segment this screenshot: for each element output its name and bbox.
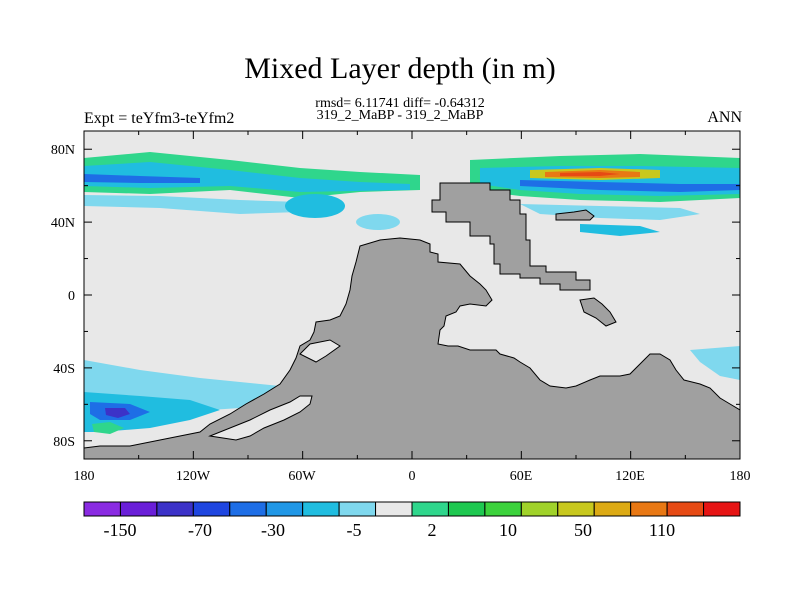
colorbar-label: 2 [428, 520, 437, 540]
colorbar-swatch [302, 501, 340, 517]
map-plot-area [84, 131, 740, 459]
colorbar-swatch [83, 501, 121, 517]
y-tick-label: 40S [53, 362, 75, 377]
colorbar-label: -150 [104, 520, 137, 540]
colorbar-swatch [375, 501, 413, 517]
colorbar-swatch [192, 501, 231, 517]
colorbar-swatch [630, 501, 668, 517]
colorbar-swatch [156, 501, 194, 517]
colorbar-swatch [119, 501, 158, 517]
x-tick-label: 120E [615, 469, 645, 484]
y-tick-label: 80N [51, 143, 75, 158]
colorbar-swatch [703, 501, 741, 517]
colorbar-labels: -150 -70 -30 -5 2 10 50 110 [104, 520, 676, 540]
land-north-east [431, 182, 591, 291]
y-axis: 80N 40N 0 40S 80S [51, 143, 75, 450]
colorbar-swatch [520, 501, 559, 517]
case-subtitle: 319_2_MaBP - 319_2_MaBP [316, 108, 484, 123]
x-tick-label: 180 [74, 469, 95, 484]
anomaly-region-north-east-lightblue [520, 204, 700, 220]
land-indian-island [579, 297, 617, 327]
colorbar-swatch [484, 501, 522, 517]
x-tick-label: 0 [409, 469, 416, 484]
x-axis: 180 120W 60W 0 60E 120E 180 [74, 469, 751, 484]
anomaly-region-north-east-red [560, 172, 620, 176]
colorbar-label: 10 [499, 520, 517, 540]
x-tick-label: 60E [510, 469, 533, 484]
axis-ticks [83, 131, 741, 459]
colorbar-swatch [666, 501, 705, 517]
anomaly-region-north-lightblue [84, 195, 300, 214]
colorbar-swatch [229, 501, 267, 517]
anomaly-region-north-east-blue [520, 180, 740, 192]
colorbar-label: -70 [188, 520, 212, 540]
anomaly-region-south-green [92, 422, 124, 434]
colorbar-swatch [338, 501, 377, 517]
colorbar-swatch [557, 501, 595, 517]
colorbar-swatch [265, 501, 304, 517]
ocean-channel-south [208, 395, 313, 441]
y-tick-label: 80S [53, 435, 75, 450]
colorbar [83, 501, 741, 517]
colorbar-label: -5 [347, 520, 362, 540]
colorbar-label: 110 [649, 520, 675, 540]
colorbar-label: 50 [574, 520, 592, 540]
x-tick-label: 120W [176, 469, 211, 484]
anomaly-region-south-darkblue [105, 408, 130, 418]
y-tick-label: 0 [68, 289, 75, 304]
rmsd-diff-subtitle: rmsd= 6.11741 diff= -0.64312 [315, 96, 485, 111]
anomaly-region-north-pacific-lightblue [356, 214, 400, 230]
y-tick-label: 40N [51, 216, 75, 231]
land-north-small [555, 209, 595, 221]
land-main [84, 237, 740, 459]
colorbar-swatch [593, 501, 632, 517]
x-tick-label: 180 [730, 469, 751, 484]
colorbar-swatch [411, 501, 449, 517]
x-tick-label: 60W [288, 469, 316, 484]
season-label: ANN [707, 109, 742, 126]
anomaly-region-north-east-small-cyan [580, 224, 660, 236]
anomaly-region-south-indian-lightblue [690, 346, 740, 380]
anomaly-region-north-cyan [84, 162, 410, 192]
anomaly-region-north-pacific-cyan [285, 194, 345, 218]
anomaly-region-south-cyan [84, 392, 220, 432]
plot-title: Mixed Layer depth (in m) [244, 52, 556, 85]
experiment-label: Expt = teYfm3-teYfm2 [84, 110, 235, 127]
anomaly-region-north-blue [84, 174, 200, 183]
colorbar-swatch [447, 501, 486, 517]
colorbar-label: -30 [261, 520, 285, 540]
land-masses [84, 182, 740, 459]
ocean-channel-mid [299, 339, 341, 363]
